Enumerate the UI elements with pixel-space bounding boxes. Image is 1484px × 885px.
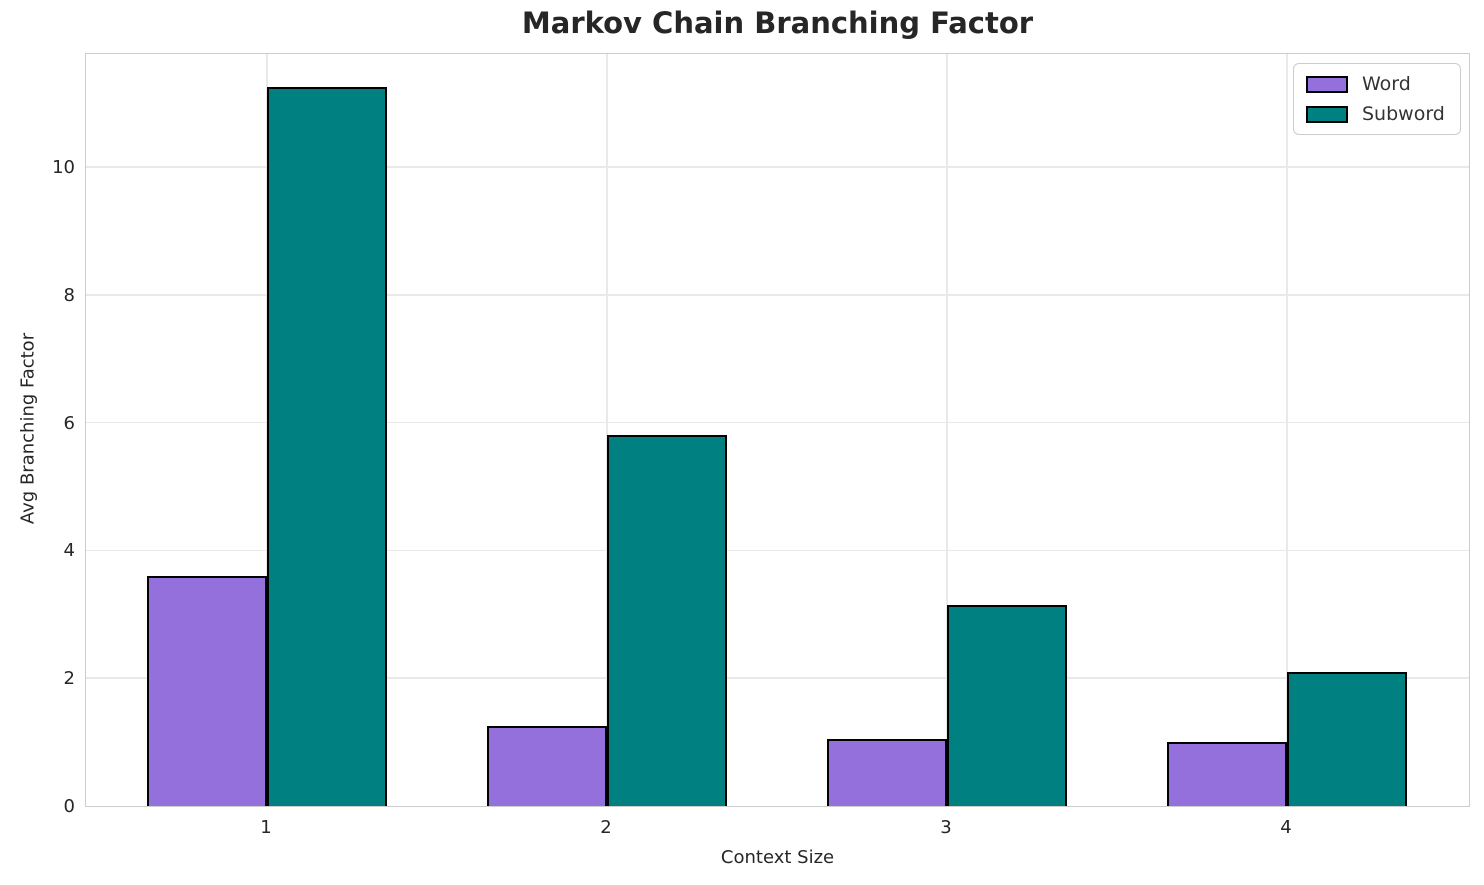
legend-item-word: Word — [1306, 73, 1448, 95]
legend-item-subword: Subword — [1306, 103, 1448, 125]
legend-label-word: Word — [1362, 73, 1411, 95]
bar-word-4 — [1167, 742, 1287, 806]
legend: Word Subword — [1293, 63, 1461, 135]
bar-word-3 — [827, 739, 947, 806]
bar-subword-2 — [607, 435, 727, 806]
x-axis-label: Context Size — [720, 847, 835, 868]
gridline-y-10 — [86, 166, 1469, 168]
gridline-y-6 — [86, 421, 1469, 424]
xtick-label-3: 3 — [940, 817, 952, 838]
ytick-label-6: 6 — [63, 412, 75, 434]
ytick-label-2: 2 — [63, 668, 75, 690]
ytick-label-8: 8 — [63, 284, 75, 306]
bar-subword-1 — [267, 87, 387, 806]
bar-subword-3 — [947, 605, 1067, 806]
gridline-x-4 — [1286, 54, 1288, 806]
legend-label-subword: Subword — [1362, 103, 1445, 125]
xtick-label-2: 2 — [600, 817, 612, 838]
ytick-label-0: 0 — [63, 796, 75, 817]
ytick-label-4: 4 — [63, 540, 75, 562]
bar-subword-4 — [1287, 672, 1407, 806]
bar-word-2 — [487, 726, 607, 806]
bar-word-1 — [147, 576, 267, 806]
y-axis-label: Avg Branching Factor — [17, 332, 39, 525]
gridline-y-8 — [86, 294, 1469, 296]
ytick-label-10: 10 — [52, 157, 75, 179]
xtick-label-4: 4 — [1280, 817, 1292, 838]
legend-swatch-subword — [1306, 105, 1348, 123]
gridline-y-4 — [86, 549, 1469, 552]
legend-swatch-word — [1306, 75, 1348, 93]
chart-title: Markov Chain Branching Factor — [521, 6, 1034, 40]
plot-area — [85, 53, 1470, 807]
xtick-label-1: 1 — [260, 817, 272, 838]
gridline-x-2 — [606, 54, 608, 806]
gridline-x-3 — [946, 54, 948, 806]
gridline-y-2 — [86, 677, 1469, 679]
